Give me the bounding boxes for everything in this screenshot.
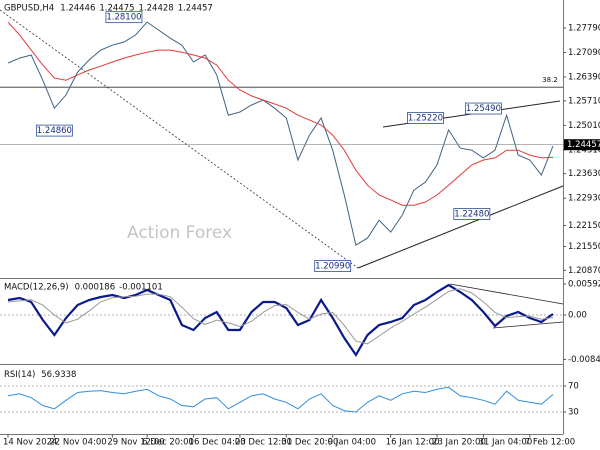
y-tick-label: 1.27090: [568, 48, 600, 58]
header-value: 1.24428: [139, 4, 174, 14]
y-tick-label: 1.22150: [568, 221, 600, 231]
annotation-label: 1.22480: [454, 209, 489, 219]
x-tick-label: 14 Nov 2024: [3, 438, 57, 448]
y-tick-label: 1.21550: [568, 242, 600, 252]
annotation-box: [465, 102, 502, 115]
annotation-box: [314, 260, 352, 272]
y-tick-label: 0.005921: [568, 280, 600, 290]
annotation-box: [105, 11, 143, 24]
y-tick-label: 1.26390: [568, 73, 600, 83]
header-value: 56.9338: [41, 370, 76, 380]
x-tick-label: 16 Dec 04:00: [189, 438, 246, 448]
price-box: [564, 139, 600, 151]
header-value: -0.001101: [119, 283, 163, 293]
y-tick-label: 1.25710: [568, 96, 600, 106]
fib-label: 38.2: [542, 76, 558, 84]
price-box-label: 1.24457: [567, 140, 600, 150]
header-value: 1.24457: [178, 4, 213, 14]
panel-title: RSI(14): [4, 370, 35, 380]
y-tick-label: 1.23630: [568, 169, 600, 179]
x-tick-label: 23 Jan 20:00: [432, 438, 486, 448]
annotation-label: 1.28100: [106, 13, 141, 23]
header-value: 0.000186: [75, 283, 116, 293]
series-line: [7, 21, 554, 246]
y-tick-label: 1.27790: [568, 24, 600, 34]
trend-line: [492, 321, 564, 329]
header-value: 1.24475: [99, 4, 134, 14]
x-tick-label: 22 Nov 04:00: [49, 438, 106, 448]
annotation-box: [35, 124, 73, 137]
y-tick-label: 1.24310: [568, 145, 600, 155]
x-tick-label: 9 Jan 04:00: [328, 438, 376, 448]
x-tick-label: 29 Nov 12:00: [107, 438, 164, 448]
trend-line: [449, 283, 564, 305]
trend-line: [357, 185, 564, 269]
x-tick-label: 7 Feb 12:00: [525, 438, 575, 448]
annotation-label: 1.24860: [37, 126, 72, 136]
annotation-label: 1.25490: [466, 104, 501, 114]
annotation-label: 1.25220: [408, 113, 443, 123]
series-line: [7, 21, 554, 206]
series-line: [7, 386, 554, 413]
panel-title: GBPUSD,H4: [4, 4, 54, 14]
y-tick-label: 70: [568, 382, 579, 392]
y-tick-label: 30: [568, 408, 579, 418]
y-tick-label: 1.25010: [568, 121, 600, 131]
header-value: 1.24446: [60, 4, 95, 14]
y-tick-label: 1.22930: [568, 194, 600, 204]
series-line: [7, 288, 554, 345]
panel-title: MACD(12,26,9): [4, 283, 69, 293]
watermark: Action Forex: [127, 223, 232, 243]
x-tick-label: 6 Dec 20:00: [142, 438, 194, 448]
x-tick-label: 16 Jan 12:00: [386, 438, 440, 448]
y-tick-label: -0.00849: [568, 355, 600, 365]
annotation-box: [453, 208, 491, 220]
x-tick-label: 31 Jan 04:00: [478, 438, 532, 448]
x-tick-label: 23 Dec 12:00: [235, 438, 292, 448]
annotation-label: 1.20990: [315, 262, 350, 272]
trend-line: [0, 9, 359, 269]
y-tick-label: 1.20870: [568, 266, 600, 276]
x-tick-label: 31 Dec 20:00: [281, 438, 338, 448]
y-tick-label: 0.00: [568, 311, 587, 321]
annotation-box: [407, 112, 444, 124]
